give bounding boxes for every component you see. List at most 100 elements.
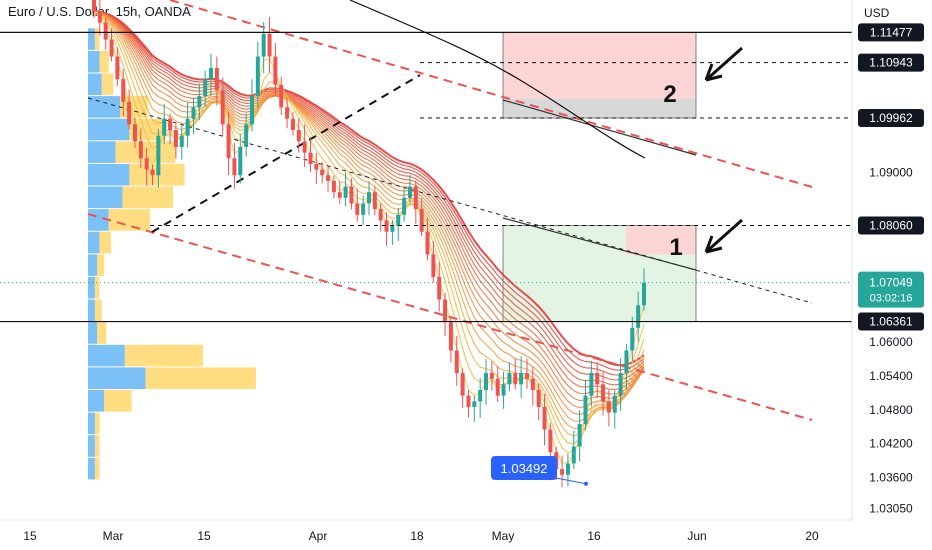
x-tick-label-1: Mar: [103, 529, 124, 543]
y-tick-label-6: 1.09000: [869, 165, 913, 179]
zone-1-label: 1: [669, 234, 682, 261]
vp-bar-blue: [88, 73, 102, 96]
candle-body: [144, 158, 149, 170]
candle-body: [437, 276, 442, 300]
candle-body: [454, 350, 459, 374]
x-tick-label-4: 18: [410, 529, 424, 543]
candle-body: [296, 130, 301, 142]
vp-bar-yellow: [108, 209, 151, 231]
candle-body: [560, 469, 565, 475]
countdown-label: 03:02:16: [870, 293, 913, 305]
last-price-tag: [858, 271, 924, 308]
candle-body: [314, 163, 319, 170]
vp-bar-yellow: [94, 435, 100, 457]
ribbon-line-6: [93, 10, 645, 416]
y-tick-label-4: 1.05400: [869, 369, 913, 383]
zone-2-target: [503, 32, 696, 99]
vp-bar-blue: [88, 141, 116, 163]
level-tag-r_low: [858, 109, 924, 128]
candle-body: [173, 130, 178, 147]
candle-body: [156, 135, 161, 176]
vp-bar-yellow: [145, 367, 256, 389]
level-label-r_mid: 1.10943: [869, 56, 913, 70]
candles: [92, 0, 646, 488]
vp-bar-blue: [88, 435, 95, 457]
ribbon-line-9: [93, 10, 645, 395]
low-callout-dot: [584, 481, 588, 486]
x-tick-label-2: 15: [197, 529, 211, 543]
vp-bar-blue: [88, 28, 95, 50]
long-ma: [349, 0, 646, 159]
level-label-r_one: 1.08060: [869, 219, 913, 233]
candle-body: [466, 395, 471, 407]
candle-body: [601, 384, 606, 402]
candle-body: [255, 56, 260, 97]
candle-body: [308, 152, 313, 164]
candle-body: [197, 96, 202, 108]
level-label-r_low: 1.09962: [869, 111, 913, 125]
vp-bar-blue: [88, 457, 95, 480]
currency-label: USD: [864, 6, 890, 20]
candle-body: [618, 373, 623, 396]
vp-bar-yellow: [101, 73, 114, 96]
vp-bar-yellow: [94, 299, 102, 322]
ribbon-line-8: [93, 10, 645, 402]
candle-body: [121, 79, 126, 102]
candle-body: [407, 186, 412, 198]
candle-body: [209, 67, 214, 80]
candle-body: [185, 118, 190, 136]
ribbon-line-14: [93, 10, 645, 371]
candle-body: [524, 373, 529, 379]
vp-bar-blue: [88, 367, 146, 389]
arrow-1-icon: [704, 218, 743, 254]
candle-body: [624, 350, 629, 374]
ribbon-line-13: [93, 10, 645, 376]
ribbon-line-11: [93, 10, 645, 386]
y-tick-label-3: 1.04800: [869, 403, 913, 417]
candle-body: [331, 180, 336, 193]
candle-body: [460, 373, 465, 396]
x-tick-label-8: 20: [805, 529, 819, 543]
candle-body: [320, 169, 325, 176]
target-zones: [502, 31, 697, 322]
y-tick-label-0: 1.03050: [869, 502, 913, 516]
candle-body: [642, 282, 646, 306]
vp-bar-blue: [88, 299, 95, 322]
candle-body: [261, 33, 266, 57]
candle-body: [419, 209, 424, 232]
trend-lines: [87, 0, 813, 421]
level-tag-r_upper: [858, 23, 924, 42]
candle-body: [343, 186, 348, 198]
candle-body: [378, 209, 383, 221]
y-tick-label-5: 1.06000: [869, 335, 913, 349]
vp-bar-blue: [88, 231, 100, 254]
level-tag-r_mid: [858, 53, 924, 72]
candle-body: [244, 124, 249, 147]
low-callout-box: [491, 456, 557, 480]
low-callout-pointer: [555, 477, 587, 485]
candle-body: [472, 401, 477, 407]
candle-body: [249, 96, 254, 125]
x-tick-label-0: 15: [23, 529, 37, 543]
x-tick-label-6: 16: [587, 529, 601, 543]
zone-1-cap: [626, 225, 696, 255]
vp-bar-blue: [88, 390, 105, 412]
candle-body: [589, 373, 594, 396]
candle-body: [226, 124, 231, 159]
candle-body: [267, 33, 272, 57]
candle-body: [372, 192, 377, 210]
candle-body: [583, 395, 588, 424]
vp-bar-yellow: [94, 457, 100, 480]
vp-bar-yellow: [122, 186, 174, 209]
low-callout-label: 1.03492: [501, 461, 548, 476]
candle-body: [220, 90, 225, 125]
candle-body: [396, 214, 401, 227]
candle-body: [507, 373, 512, 385]
candle-body: [495, 378, 500, 396]
level-tag-support: [858, 312, 924, 331]
zone-2-label: 2: [663, 81, 676, 108]
axes: 1.03050 1.03600 1.04200 1.04800 1.05400 1.060…: [0, 0, 913, 543]
candle-body: [478, 390, 483, 402]
vp-bar-blue: [88, 118, 130, 141]
